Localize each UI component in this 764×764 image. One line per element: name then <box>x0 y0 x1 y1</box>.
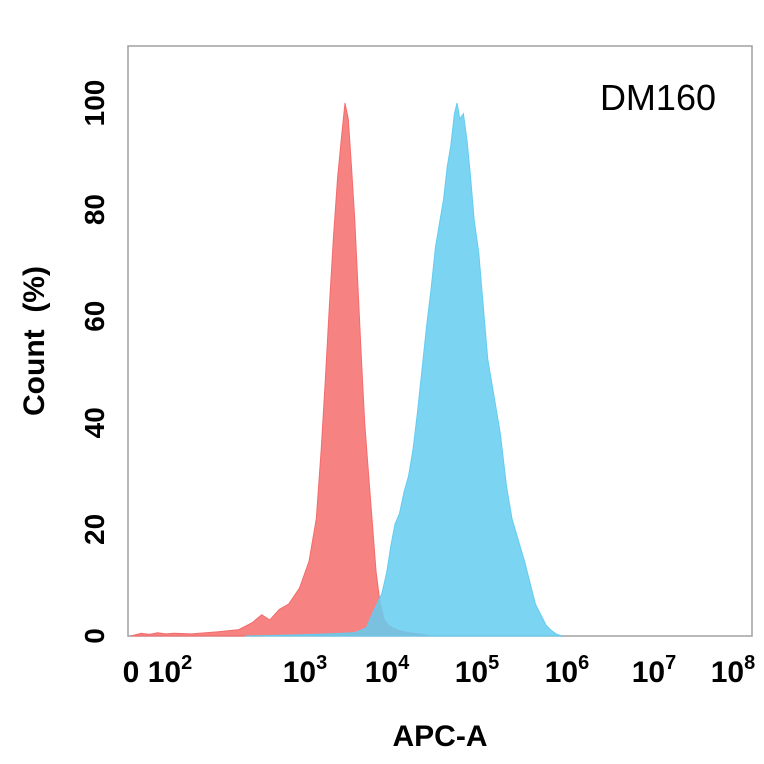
histogram-series-2 <box>245 102 563 637</box>
x-tick-label-7: 108 <box>711 652 756 689</box>
y-tick-label-1: 20 <box>79 514 110 545</box>
y-tick-label-4: 80 <box>79 194 110 225</box>
x-tick-label-3: 104 <box>365 652 410 689</box>
y-tick-label-3: 60 <box>79 301 110 332</box>
x-tick-label-6: 107 <box>632 652 677 689</box>
series-layer <box>130 102 563 637</box>
x-tick-label-1: 102 <box>148 652 193 689</box>
x-tick-label-0: 0 <box>123 656 140 689</box>
y-tick-label-2: 40 <box>79 407 110 438</box>
y-tick-label-5: 100 <box>79 80 110 127</box>
x-axis: 0 102 103 104 105 106 107 108 <box>123 652 756 689</box>
x-tick-label-5: 106 <box>545 652 590 689</box>
y-tick-label-0: 0 <box>79 628 110 644</box>
x-axis-label: APC-A <box>393 720 488 753</box>
y-axis: 0 20 40 60 80 100 <box>79 80 110 644</box>
sample-annotation: DM160 <box>600 77 716 118</box>
x-tick-label-2: 103 <box>283 652 328 689</box>
x-tick-label-4: 105 <box>455 652 500 689</box>
histogram-series-1 <box>130 102 432 637</box>
y-axis-label: Count (%) <box>18 266 51 416</box>
